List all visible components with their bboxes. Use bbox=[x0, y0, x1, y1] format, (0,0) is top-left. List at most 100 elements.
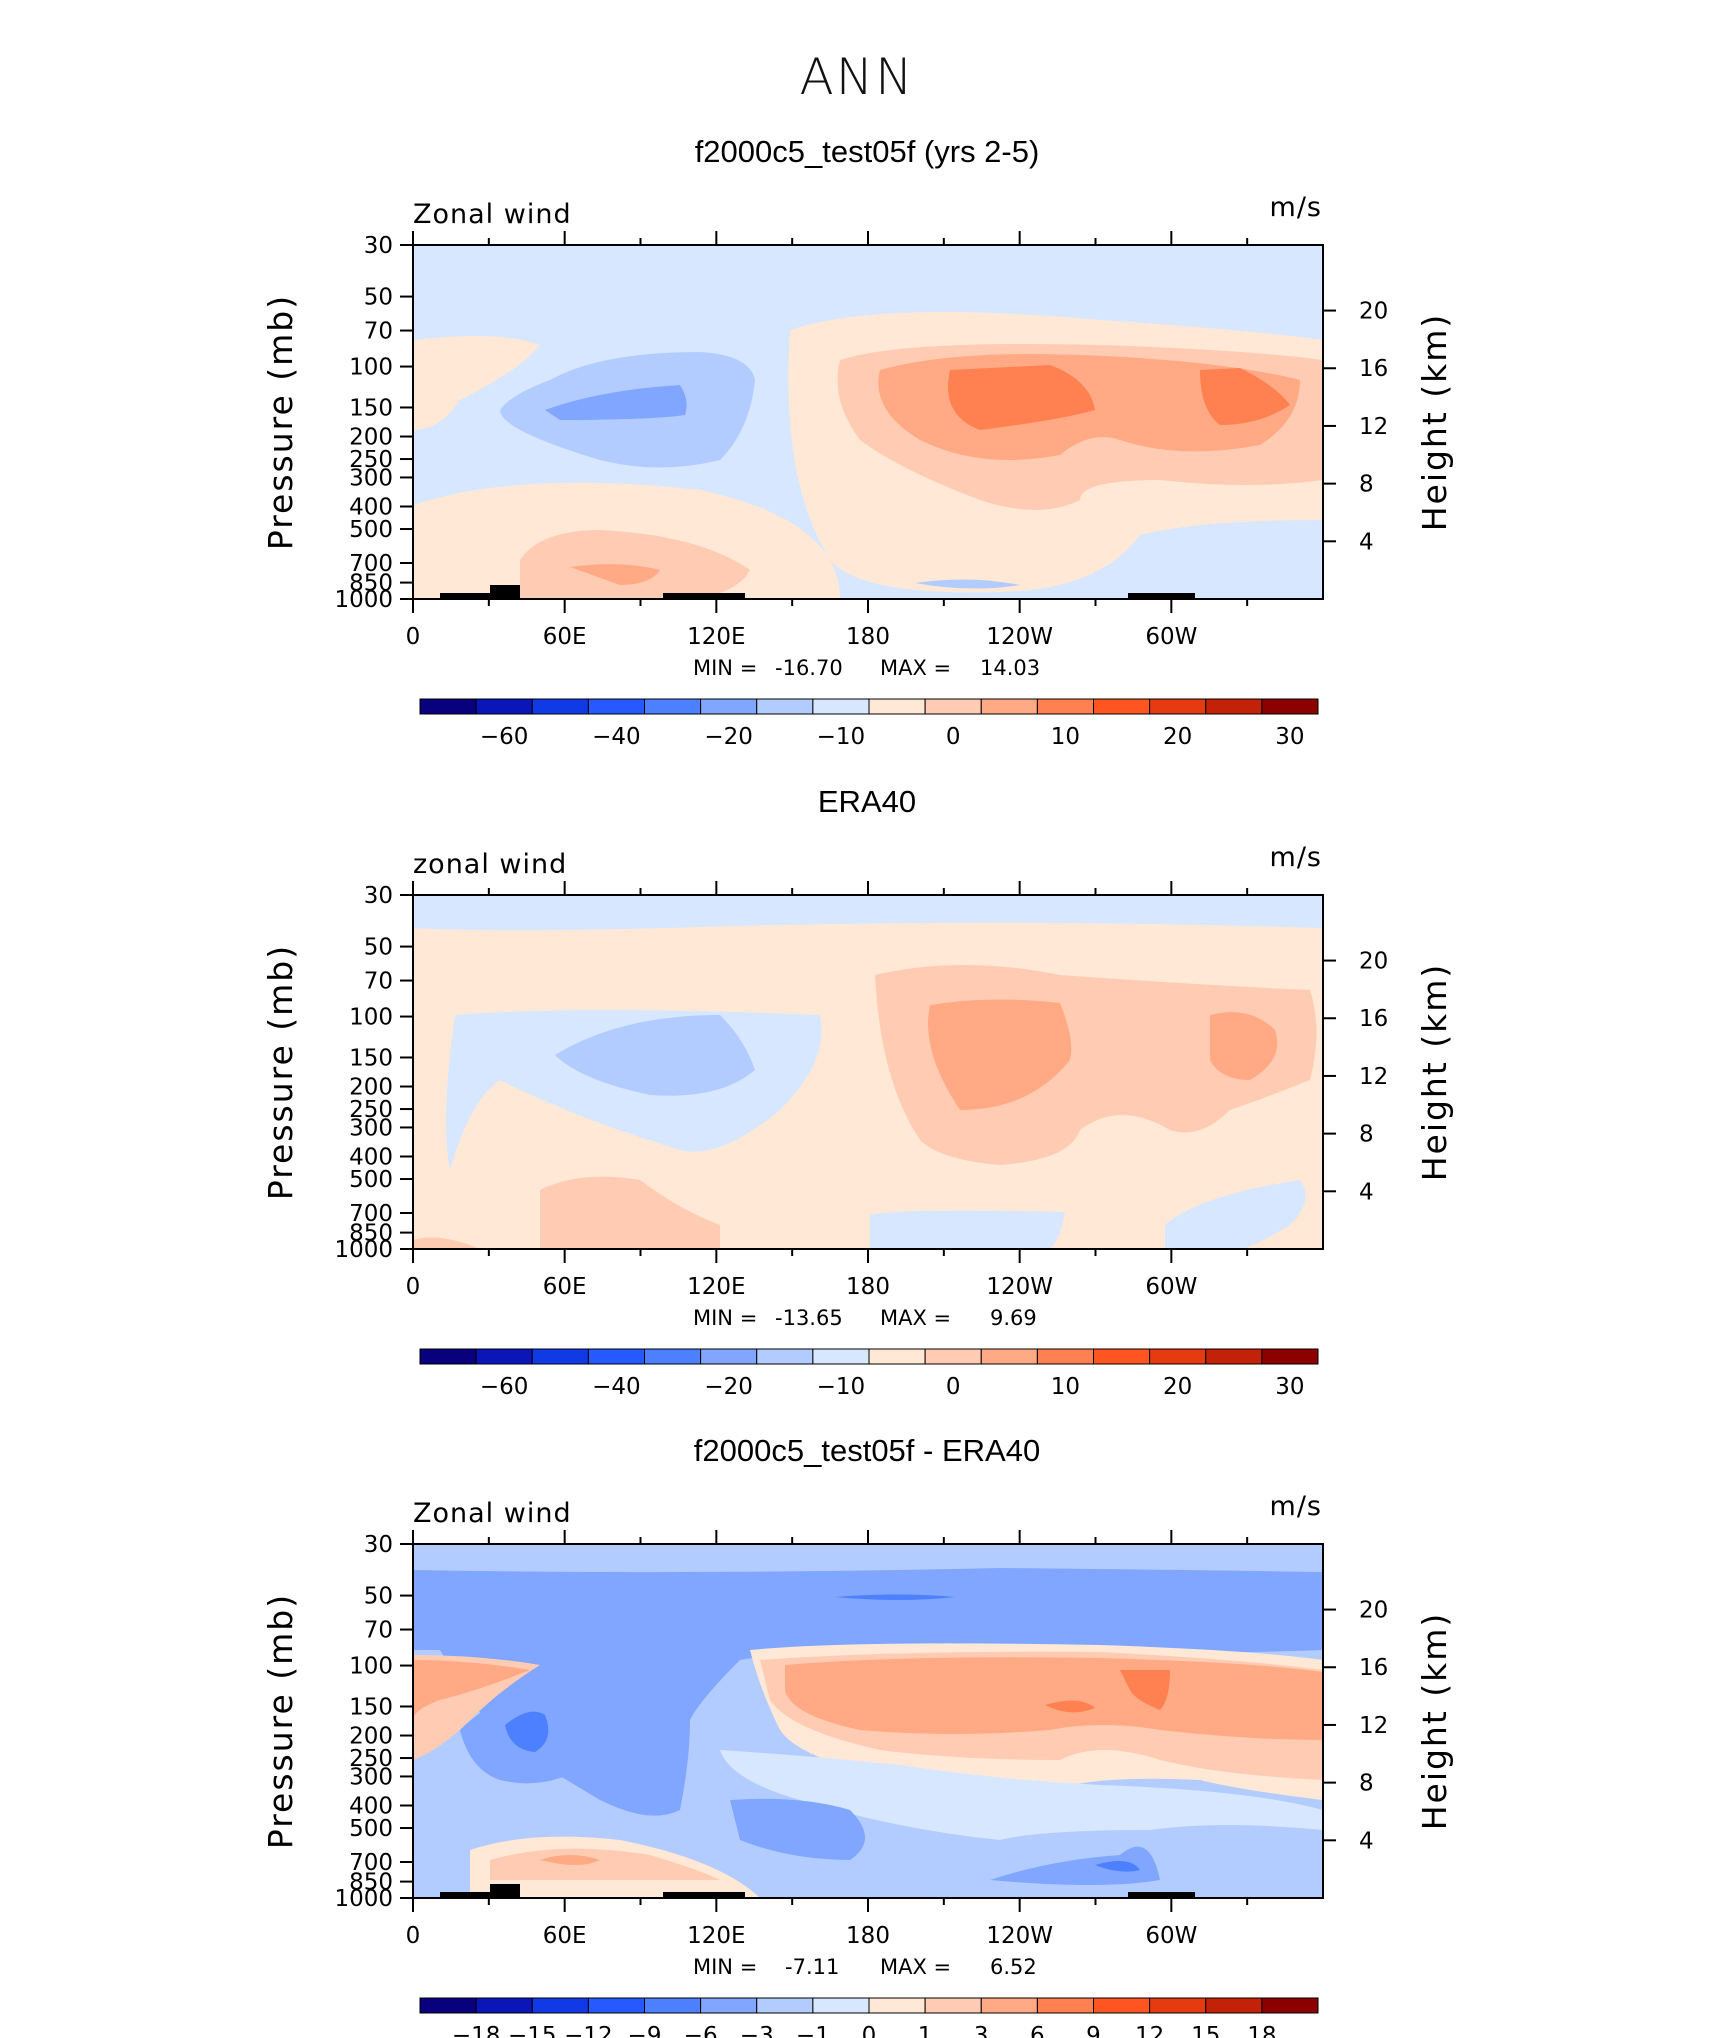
land-mask bbox=[490, 585, 520, 599]
y-right-tick-label: 16 bbox=[1359, 1006, 1388, 1032]
colorbar-swatch bbox=[1036, 1348, 1094, 1365]
min-max-readout: MIN = -16.70 MAX = 14.03 bbox=[693, 656, 1040, 680]
y-axis-title: Pressure (mb) bbox=[261, 944, 300, 1200]
colorbar-label: −60 bbox=[480, 724, 529, 750]
y-right-tick-label: 8 bbox=[1359, 472, 1374, 498]
colorbar-swatch bbox=[812, 698, 870, 715]
variable-label: Zonal wind bbox=[413, 1498, 572, 1529]
land-mask bbox=[663, 1892, 745, 1898]
y-axis-title: Pressure (mb) bbox=[261, 294, 300, 550]
colorbar-swatch bbox=[924, 1348, 982, 1365]
x-tick-label: 60W bbox=[1145, 1923, 1197, 1949]
y-tick-label: 200 bbox=[349, 425, 393, 451]
colorbar-label: 9 bbox=[1086, 2023, 1101, 2038]
y-right-tick-label: 20 bbox=[1359, 299, 1388, 325]
y-tick-label: 700 bbox=[349, 551, 393, 577]
max-value: 14.03 bbox=[980, 656, 1040, 680]
y-tick-label: 250 bbox=[349, 447, 393, 473]
colorbar: −60 −40 −20 −10 0 10 20 30 bbox=[419, 698, 1319, 750]
region-light-blue-surface-center bbox=[870, 1210, 1065, 1249]
y-tick-label: 30 bbox=[364, 233, 393, 259]
y-tick-label: 30 bbox=[364, 1532, 393, 1558]
colorbar-swatch bbox=[644, 698, 702, 715]
y-right-tick-label: 4 bbox=[1359, 1179, 1374, 1205]
colorbar-swatch bbox=[531, 1348, 589, 1365]
colorbar-swatch bbox=[980, 1997, 1038, 2014]
y-tick-label: 500 bbox=[349, 1816, 393, 1842]
colorbar-label: 3 bbox=[974, 2023, 989, 2038]
colorbar-label: −40 bbox=[592, 1374, 641, 1400]
colorbar-label: 18 bbox=[1247, 2023, 1276, 2038]
panel-title: ERA40 bbox=[818, 784, 916, 819]
colorbar-swatch bbox=[980, 1348, 1038, 1365]
land-mask bbox=[1128, 1892, 1195, 1898]
figure-title: ANN bbox=[799, 48, 914, 106]
y-tick-label: 30 bbox=[364, 883, 393, 909]
colorbar-swatch bbox=[700, 1997, 758, 2014]
x-tick-label: 180 bbox=[846, 1274, 890, 1300]
colorbar-swatch bbox=[700, 1348, 758, 1365]
land-mask bbox=[663, 593, 745, 599]
variable-label: Zonal wind bbox=[413, 199, 572, 230]
y-tick-label: 1000 bbox=[334, 587, 393, 613]
colorbar-label: 20 bbox=[1163, 1374, 1192, 1400]
y-tick-label: 100 bbox=[349, 355, 393, 381]
panel-difference: f2000c5_test05f - ERA40 Zonal wind m/s 0 bbox=[261, 1433, 1454, 2038]
land-mask bbox=[440, 1892, 520, 1898]
region-orange-surface-edge bbox=[413, 1237, 480, 1249]
region-deep-orange-center bbox=[948, 365, 1095, 430]
colorbar: −60 −40 −20 −10 0 10 20 30 bbox=[419, 1348, 1319, 1400]
y-tick-label: 70 bbox=[364, 319, 393, 345]
colorbar-swatch bbox=[812, 1348, 870, 1365]
colorbar-swatch bbox=[756, 698, 814, 715]
y-tick-label: 50 bbox=[364, 935, 393, 961]
max-value: 9.69 bbox=[990, 1306, 1037, 1330]
y-right-axis-title: Height (km) bbox=[1415, 1612, 1454, 1831]
colorbar-label: −1 bbox=[796, 2023, 830, 2038]
colorbar-label: 1 bbox=[918, 2023, 933, 2038]
colorbar-label: −40 bbox=[592, 724, 641, 750]
colorbar-swatch bbox=[1149, 1997, 1207, 2014]
colorbar-swatch bbox=[868, 1997, 926, 2014]
colorbar-swatch bbox=[644, 1348, 702, 1365]
colorbar-swatch bbox=[587, 698, 645, 715]
y-right-tick-label: 20 bbox=[1359, 1598, 1388, 1624]
contour-field bbox=[413, 245, 1323, 599]
y-tick-label: 850 bbox=[349, 571, 393, 597]
region-blue-surface bbox=[1095, 1861, 1140, 1872]
region-medium-blue-middle bbox=[730, 1798, 865, 1860]
colorbar-swatch bbox=[1261, 698, 1319, 715]
variable-label: zonal wind bbox=[413, 849, 567, 880]
y-right-tick-label: 12 bbox=[1359, 1713, 1388, 1739]
contour-field bbox=[413, 895, 1323, 1249]
colorbar-label: −12 bbox=[564, 2023, 613, 2038]
y-tick-label: 50 bbox=[364, 1584, 393, 1610]
colorbar-label: −20 bbox=[704, 724, 753, 750]
x-tick-label: 180 bbox=[846, 1923, 890, 1949]
region-medium-orange-center bbox=[928, 999, 1072, 1110]
land-mask bbox=[1128, 593, 1195, 599]
region-orange-surface-west bbox=[540, 1176, 720, 1249]
region-blue-west bbox=[505, 1711, 549, 1752]
colorbar-swatch bbox=[1261, 1348, 1319, 1365]
y-tick-label: 200 bbox=[349, 1724, 393, 1750]
y-tick-label: 850 bbox=[349, 1221, 393, 1247]
region-orange-surface bbox=[520, 530, 750, 599]
colorbar-swatch bbox=[531, 1997, 589, 2014]
y-right-tick-label: 4 bbox=[1359, 1828, 1374, 1854]
y-tick-label: 100 bbox=[349, 1654, 393, 1680]
region-light-blue-surface bbox=[915, 579, 1020, 589]
y-tick-label: 50 bbox=[364, 285, 393, 311]
colorbar-swatch bbox=[980, 698, 1038, 715]
units-label: m/s bbox=[1270, 1491, 1322, 1522]
colorbar-label: 0 bbox=[946, 1374, 961, 1400]
region-medium-blue-upper bbox=[413, 1568, 1323, 1816]
colorbar-label: −10 bbox=[817, 1374, 866, 1400]
colorbar-swatch bbox=[1205, 698, 1263, 715]
y-tick-label: 70 bbox=[364, 969, 393, 995]
region-light-blue-surface-east bbox=[1165, 1180, 1306, 1249]
region-medium-orange-east bbox=[785, 1657, 1323, 1740]
y-right-axis-title: Height (km) bbox=[1415, 313, 1454, 532]
